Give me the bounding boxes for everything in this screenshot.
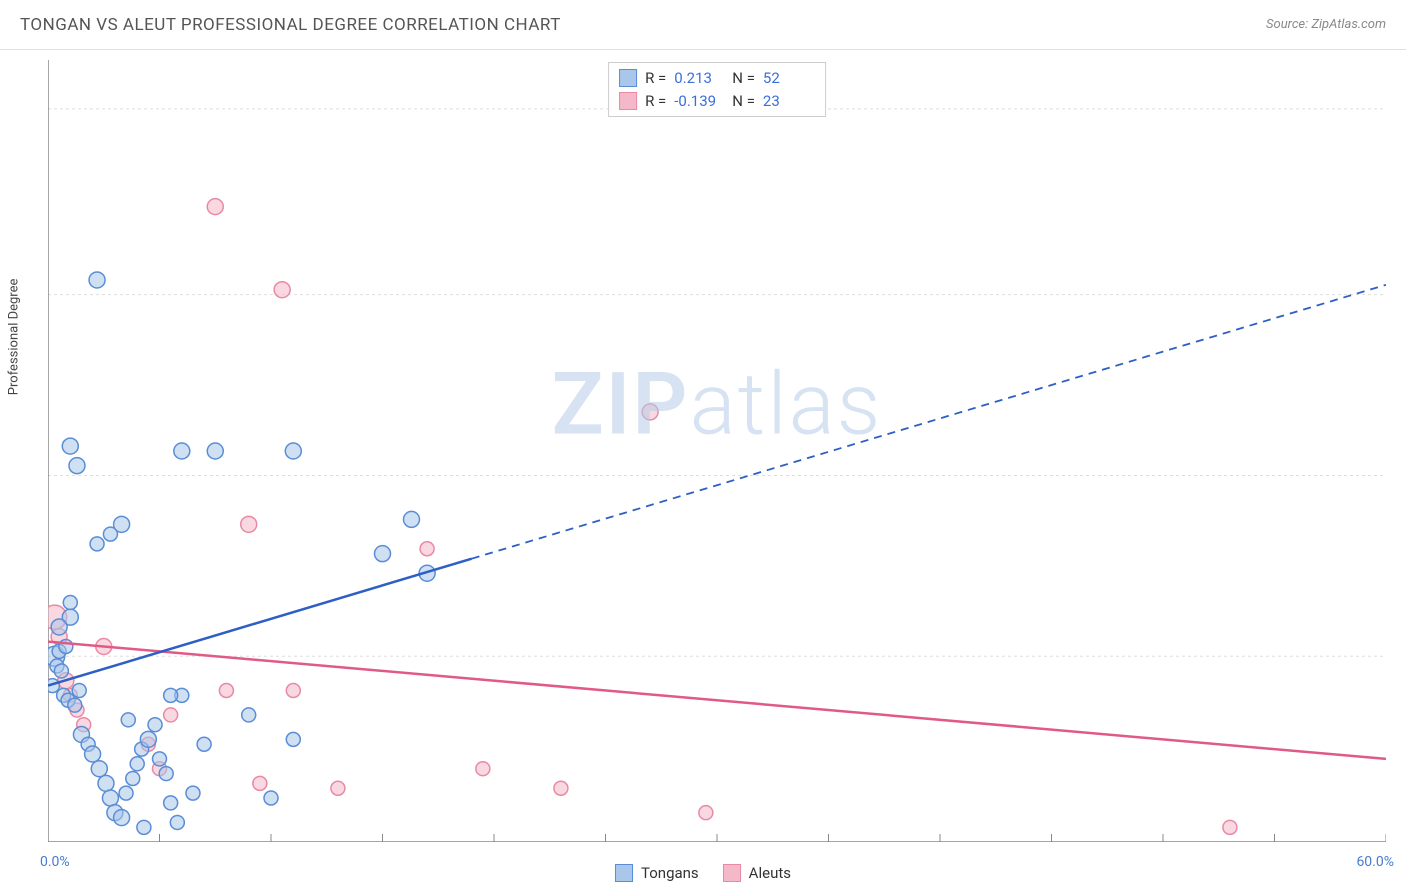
legend-label-tongans: Tongans — [641, 864, 699, 882]
y-tick-label: 7.5% — [1391, 466, 1406, 482]
chart-svg — [48, 60, 1386, 842]
r-value-a: -0.139 — [674, 90, 726, 113]
source-attribution: Source: ZipAtlas.com — [1266, 17, 1386, 32]
legend-item-tongans: Tongans — [615, 864, 699, 882]
correlation-stats-box: R = 0.213 N = 52 R = -0.139 N = 23 — [608, 62, 826, 117]
chart-header: TONGAN VS ALEUT PROFESSIONAL DEGREE CORR… — [0, 0, 1406, 50]
legend-swatch-aleuts — [723, 864, 741, 882]
r-label-a: R = — [645, 90, 666, 113]
n-label-t: N = — [732, 67, 755, 90]
n-value-a: 23 — [763, 90, 815, 113]
n-value-t: 52 — [763, 67, 815, 90]
n-label-a: N = — [732, 90, 755, 113]
x-min-label: 0.0% — [40, 854, 70, 870]
y-tick-label: 15.0% — [1391, 100, 1406, 116]
source-prefix: Source: — [1266, 17, 1311, 32]
y-tick-label: 11.2% — [1391, 286, 1406, 302]
plot-area: ZIPatlas R = 0.213 N = 52 R = -0.139 N =… — [48, 60, 1386, 842]
x-max-label: 60.0% — [1356, 854, 1394, 870]
legend-item-aleuts: Aleuts — [723, 864, 791, 882]
legend-swatch-tongans — [615, 864, 633, 882]
r-value-t: 0.213 — [674, 67, 726, 90]
source-name: ZipAtlas.com — [1311, 17, 1386, 32]
series-legend: Tongans Aleuts — [615, 864, 791, 882]
y-axis-label: Professional Degree — [7, 279, 22, 396]
stats-row-tongans: R = 0.213 N = 52 — [619, 67, 815, 90]
stats-row-aleuts: R = -0.139 N = 23 — [619, 90, 815, 113]
r-label-t: R = — [645, 67, 666, 90]
y-tick-label: 3.8% — [1391, 647, 1406, 663]
swatch-aleuts — [619, 92, 637, 110]
swatch-tongans — [619, 69, 637, 87]
chart-title: TONGAN VS ALEUT PROFESSIONAL DEGREE CORR… — [20, 15, 561, 35]
legend-label-aleuts: Aleuts — [749, 864, 791, 882]
